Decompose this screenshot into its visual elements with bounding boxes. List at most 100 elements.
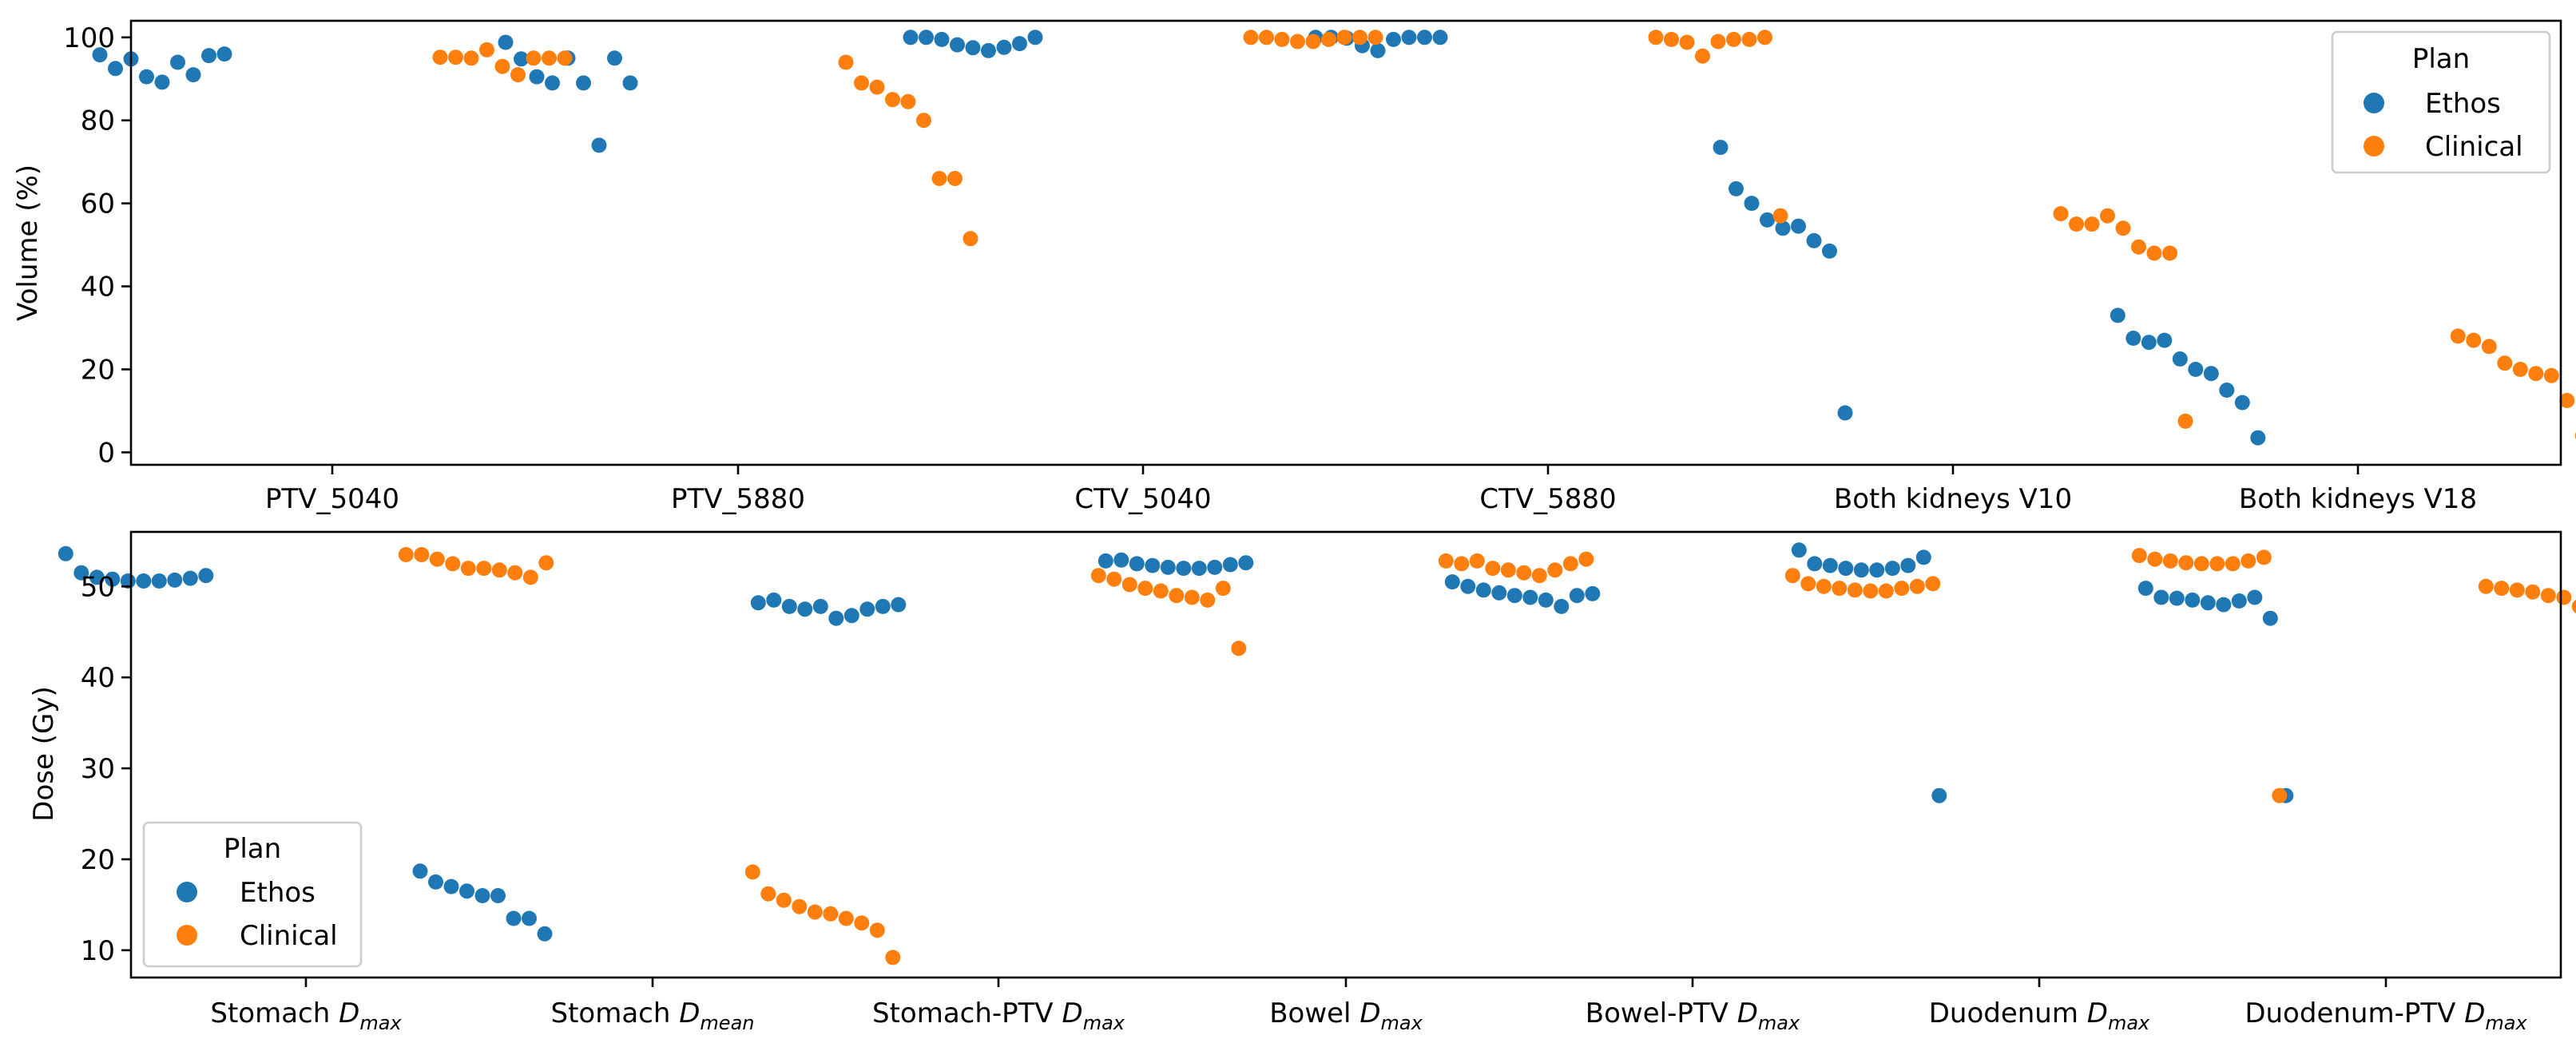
point-ethos xyxy=(2219,383,2235,398)
point-clinical xyxy=(491,562,507,578)
point-ethos xyxy=(1027,30,1043,46)
point-ethos xyxy=(412,863,428,879)
point-clinical xyxy=(522,569,538,585)
point-clinical xyxy=(1290,34,1305,50)
point-ethos xyxy=(2169,590,2185,606)
point-clinical xyxy=(542,50,557,66)
point-clinical xyxy=(445,556,461,572)
point-ethos xyxy=(1176,561,1192,577)
point-ethos xyxy=(58,545,73,561)
point-ethos xyxy=(474,888,490,903)
point-ethos xyxy=(443,878,459,894)
point-ethos xyxy=(490,888,506,903)
point-ethos xyxy=(2157,332,2173,348)
point-ethos xyxy=(1713,140,1729,155)
point-ethos xyxy=(903,30,919,46)
point-clinical xyxy=(1090,568,1106,584)
point-ethos xyxy=(1222,557,1238,573)
point-ethos xyxy=(2110,307,2125,323)
point-ethos xyxy=(201,48,216,64)
x-tick-label-ptv-5040: PTV_5040 xyxy=(265,483,399,515)
point-ethos xyxy=(2141,335,2157,351)
x-tick-label-ctv-5040: CTV_5040 xyxy=(1074,483,1211,515)
point-ethos xyxy=(891,597,907,613)
point-clinical xyxy=(1231,640,1247,656)
point-clinical xyxy=(2494,581,2510,597)
point-ethos xyxy=(498,34,514,50)
point-clinical xyxy=(1741,31,1757,47)
point-clinical xyxy=(1547,562,1563,578)
point-clinical xyxy=(1695,48,1710,64)
point-ethos xyxy=(2137,581,2153,597)
point-ethos xyxy=(537,926,553,942)
point-clinical xyxy=(885,92,900,108)
point-clinical xyxy=(2478,578,2494,594)
point-clinical xyxy=(1305,34,1321,50)
volume-swarm-marks xyxy=(92,30,2576,446)
y-tick-label: 40 xyxy=(81,272,115,303)
point-clinical xyxy=(1336,30,1352,46)
point-clinical xyxy=(510,67,526,83)
point-ethos xyxy=(1807,556,1823,572)
point-clinical xyxy=(1710,34,1726,50)
x-tick-label-bowel-max: Bowel Dmax xyxy=(1269,997,1423,1034)
point-ethos xyxy=(1207,559,1223,575)
point-clinical xyxy=(2131,239,2146,255)
point-ethos xyxy=(1417,30,1432,46)
point-ethos xyxy=(2234,395,2250,410)
point-ethos xyxy=(576,75,591,91)
point-clinical xyxy=(1925,576,1941,592)
point-ethos xyxy=(981,42,996,58)
point-clinical xyxy=(2084,216,2100,232)
dose-legend-ethos-label: Ethos xyxy=(240,877,316,909)
point-ethos xyxy=(2231,593,2247,609)
point-ethos xyxy=(514,51,529,67)
volume-legend-ethos-label: Ethos xyxy=(2425,88,2501,120)
dose-legend: Plan Ethos Clinical xyxy=(142,821,363,968)
dose-y-axis-label: Dose (Gy) xyxy=(28,686,60,821)
point-clinical xyxy=(2178,555,2194,571)
point-clinical xyxy=(479,42,494,58)
x-tick-label-ptv-5880: PTV_5880 xyxy=(671,483,805,515)
point-clinical xyxy=(1352,30,1367,46)
point-ethos xyxy=(1506,588,1522,604)
point-clinical xyxy=(2571,599,2576,613)
point-clinical xyxy=(1909,578,1925,594)
point-ethos xyxy=(1585,585,1601,601)
point-ethos xyxy=(1491,585,1507,601)
point-ethos xyxy=(92,47,108,63)
point-clinical xyxy=(854,75,869,91)
point-ethos xyxy=(2172,351,2188,367)
y-tick-label: 100 xyxy=(63,22,115,54)
point-ethos xyxy=(1569,588,1585,604)
point-clinical xyxy=(1648,30,1664,46)
volume-legend-frame xyxy=(2331,30,2551,174)
point-clinical xyxy=(854,915,870,931)
point-clinical xyxy=(838,910,854,926)
point-ethos xyxy=(73,565,89,581)
point-clinical xyxy=(1784,568,1800,584)
x-tick-label-both-kidneys-v18: Both kidneys V18 xyxy=(2239,483,2477,515)
point-clinical xyxy=(1800,576,1816,592)
point-clinical xyxy=(398,547,414,562)
point-ethos xyxy=(428,874,443,890)
point-ethos xyxy=(506,910,522,926)
point-ethos xyxy=(1238,555,1254,571)
point-clinical xyxy=(429,551,445,567)
dose-legend-clinical-label: Clinical xyxy=(240,920,338,952)
x-tick-label-both-kidneys-v10: Both kidneys V10 xyxy=(1834,483,2072,515)
point-ethos xyxy=(1822,243,1837,259)
point-ethos xyxy=(1432,30,1448,46)
y-tick-label: 80 xyxy=(81,105,115,137)
point-clinical xyxy=(2512,362,2528,377)
point-ethos xyxy=(1791,542,1807,558)
point-clinical xyxy=(1469,553,1485,569)
point-ethos xyxy=(1444,574,1460,590)
point-ethos xyxy=(1460,578,1476,594)
point-ethos xyxy=(919,30,934,46)
volume-panel: 0 20 40 60 80 100 PTV_5040 PTV_5880 CTV_5040 CTV… xyxy=(12,19,2576,515)
point-ethos xyxy=(1113,552,1129,568)
x-tick-label-duodenum-max: Duodenum Dmax xyxy=(1929,997,2150,1034)
point-clinical xyxy=(900,93,916,109)
point-ethos xyxy=(1744,196,1760,212)
